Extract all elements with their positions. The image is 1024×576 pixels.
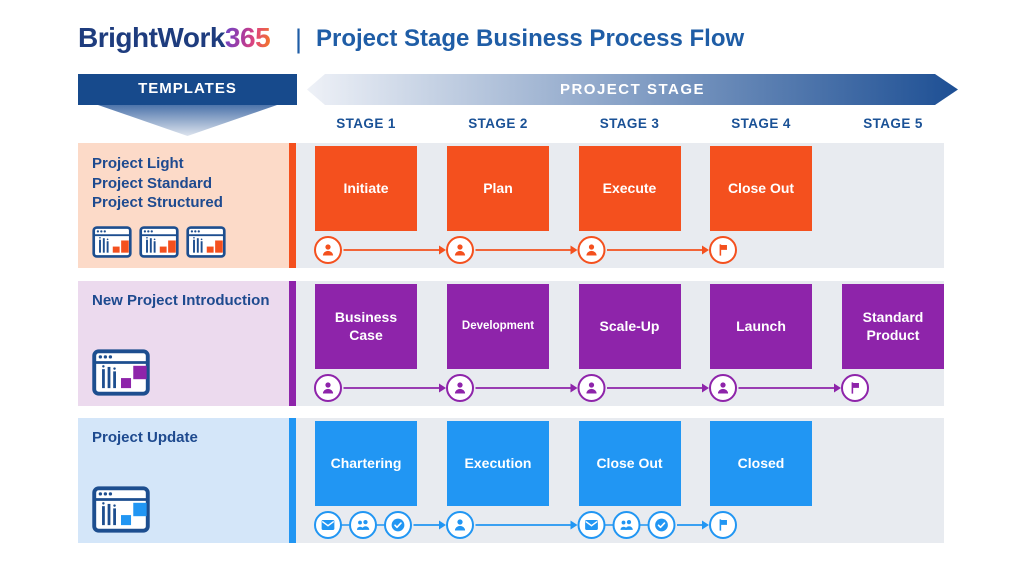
project-window-icon (139, 226, 179, 258)
stage-box-label: Scale-Up (599, 317, 660, 334)
brightwork-logo: BrightWork365 (78, 22, 271, 54)
stage-header-4: STAGE 4 (731, 116, 791, 131)
flag-icon (709, 511, 737, 539)
stage-box-label: Initiate (343, 179, 389, 196)
stage-header-5: STAGE 5 (863, 116, 923, 131)
stage-box-execution: Execution (447, 421, 549, 506)
stage-box-close-out: Close Out (710, 146, 812, 231)
stage-box-label: Close Out (727, 179, 795, 196)
stage-box-label: Launch (736, 317, 786, 334)
stage-box-execute: Execute (578, 146, 681, 231)
stage-box-label: Execute (602, 179, 657, 196)
templates-ribbon (78, 74, 297, 136)
mail-icon (577, 511, 606, 539)
check-icon (384, 511, 412, 539)
stage-box-business-case: Business Case (315, 284, 417, 369)
stage-box-scale-up: Scale-Up (578, 284, 681, 369)
flag-icon (709, 236, 737, 264)
template-name: Project Standard (92, 174, 213, 192)
stage-box-label: Chartering (330, 454, 402, 471)
stage-box-label: Close Out (596, 454, 663, 471)
template-name: Project Structured (92, 194, 223, 211)
stage-box-chartering: Chartering (315, 421, 417, 506)
person-icon (709, 374, 737, 402)
project-window-icon (186, 226, 226, 258)
stage-box-initiate: Initiate (315, 146, 417, 231)
project-stage-banner-label: PROJECT STAGE (559, 81, 706, 98)
template-panel-new-project-introduction: New Project Introduction (78, 281, 289, 406)
project-window-icon (92, 226, 132, 258)
stage-header-2: STAGE 2 (468, 116, 528, 131)
people-icon (349, 511, 377, 539)
mail-icon (314, 511, 342, 539)
check-icon (647, 511, 676, 539)
stage-box-label: Business Case (334, 309, 398, 343)
stage-box-label: Development (461, 320, 535, 333)
accent-divider-bar (289, 418, 297, 543)
template-panel-project-update: Project Update (78, 418, 289, 543)
row-new-project-introduction: New Project Introduction Business Case D… (0, 281, 1024, 406)
person-icon (314, 236, 342, 264)
template-panel-project-templates: Project Light Project Standard Project Str… (78, 143, 289, 268)
stage-box-launch: Launch (710, 284, 812, 369)
stage-box-plan: Plan (447, 146, 549, 231)
accent-divider-bar (289, 143, 297, 268)
flow-row-2 (314, 374, 869, 402)
person-icon (446, 511, 474, 539)
logo-brand-text: BrightWork (78, 22, 225, 53)
person-icon (446, 374, 474, 402)
stage-box-label: Closed (737, 454, 785, 471)
project-stage-arrow (307, 74, 958, 105)
person-icon (577, 374, 606, 402)
template-panel-icons (92, 226, 226, 258)
stage-box-label: Standard Product (862, 309, 924, 343)
flag-icon (841, 374, 869, 402)
template-name: New Project Introduction (92, 292, 270, 309)
project-window-icon (92, 349, 150, 396)
stage-box-closed: Closed (710, 421, 812, 506)
people-icon (612, 511, 641, 539)
person-icon (446, 236, 474, 264)
logo-365-text: 365 (224, 22, 271, 53)
row-project-update: Project Update Chartering Execution Clos… (0, 418, 1024, 543)
row-project-templates: Project Light Project Standard Project Str… (0, 143, 1024, 268)
flow-row-3 (314, 511, 737, 539)
stage-box-close-out: Close Out (578, 421, 681, 506)
project-window-icon (92, 486, 150, 533)
template-panel-icons (92, 349, 150, 396)
template-panel-icons (92, 486, 150, 533)
stage-header-1: STAGE 1 (336, 116, 396, 131)
stage-header-3: STAGE 3 (599, 116, 660, 131)
template-name: Project Update (92, 429, 198, 446)
title-divider: | (295, 24, 303, 54)
flow-row-1 (314, 236, 737, 264)
stage-box-development: Development (447, 284, 549, 369)
template-name: Project Light (92, 155, 184, 172)
stage-box-label: Plan (483, 179, 513, 196)
page-title: Project Stage Business Process Flow (316, 25, 745, 52)
person-icon (577, 236, 606, 264)
templates-banner-label: TEMPLATES (138, 80, 237, 97)
stage-box-label: Execution (464, 454, 532, 471)
stage-box-standard-product: Standard Product (842, 284, 944, 369)
person-icon (314, 374, 342, 402)
accent-divider-bar (289, 281, 297, 406)
